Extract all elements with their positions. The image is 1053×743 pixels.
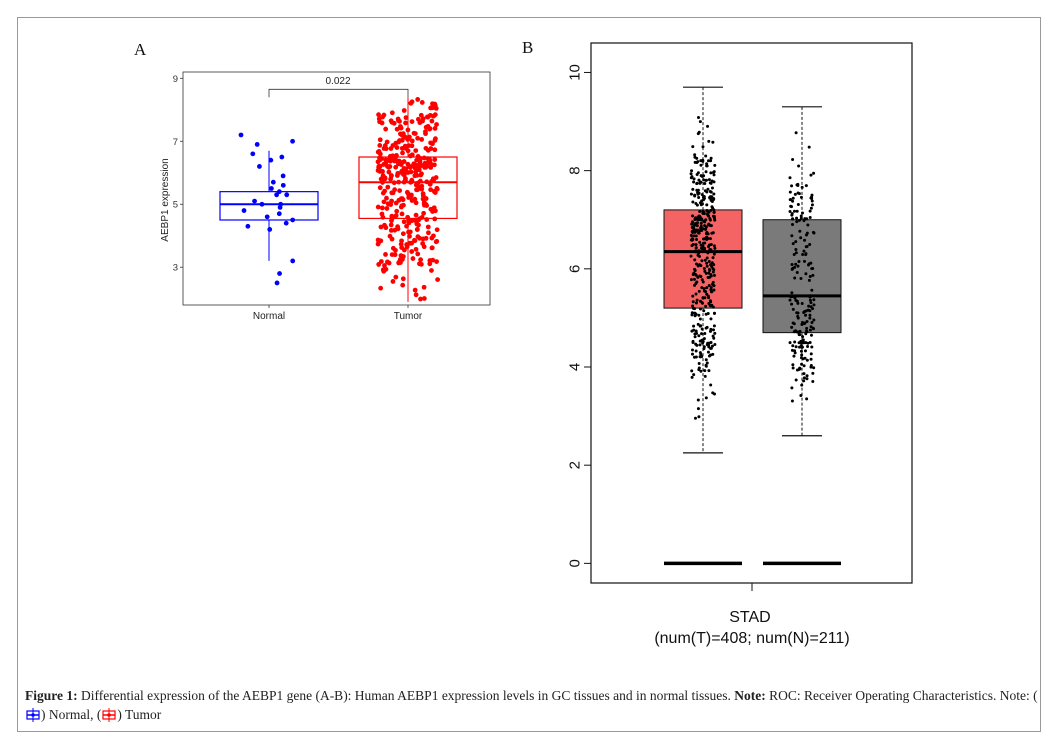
figure-caption: Figure 1: Differential expression of the… — [25, 686, 1045, 724]
panel-label-a: A — [134, 40, 147, 59]
legend-tumor-text: ) Tumor — [117, 707, 162, 722]
panel-label-b: B — [522, 38, 534, 57]
legend-normal-icon — [26, 708, 40, 722]
figure-frame — [17, 17, 1041, 732]
caption-label: Figure 1: — [25, 688, 78, 703]
legend-normal-text: ) Normal, ( — [41, 707, 102, 722]
legend-tumor-icon — [102, 708, 116, 722]
note-label: Note: — [734, 688, 766, 703]
note-text: ROC: Receiver Operating Characteristics.… — [765, 688, 1038, 703]
caption-text: Differential expression of the AEBP1 gen… — [77, 688, 735, 703]
